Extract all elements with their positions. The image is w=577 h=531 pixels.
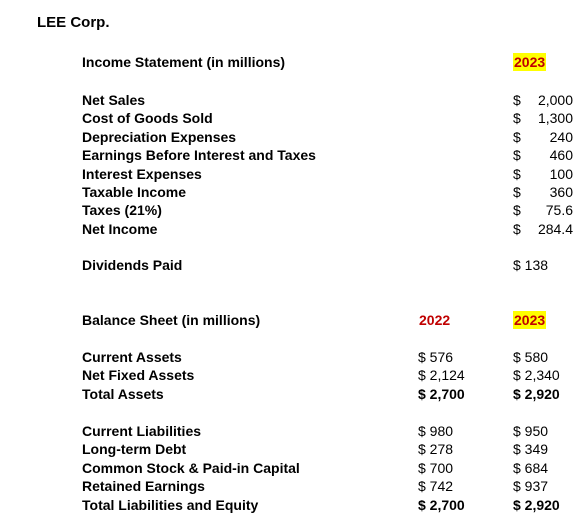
liabilities-row-label: Total Liabilities and Equity xyxy=(82,496,259,513)
income-row-amount: 1,300 xyxy=(537,110,573,127)
company-name: LEE Corp. xyxy=(37,14,110,31)
income-row-label: Interest Expenses xyxy=(82,165,202,182)
liabilities-row-label: Common Stock & Paid-in Capital xyxy=(82,459,300,476)
liabilities-2022-value: $ 278 xyxy=(418,441,454,458)
liabilities-row-label: Retained Earnings xyxy=(82,478,205,495)
income-row-amount: 460 xyxy=(549,147,573,164)
liabilities-2022-value: $ 980 xyxy=(418,423,454,439)
income-row-label: Taxable Income xyxy=(82,183,187,200)
income-row-label: Depreciation Expenses xyxy=(82,128,237,145)
dividends-value: $ 138 xyxy=(513,257,549,273)
dividends-label: Dividends Paid xyxy=(82,257,183,273)
assets-2023-value: $ 2,340 xyxy=(513,367,560,384)
year-2023-highlight: 2023 xyxy=(513,311,547,329)
income-row-label: Cost of Goods Sold xyxy=(82,110,213,127)
income-row-value: $240 xyxy=(513,128,573,146)
income-row-value: $360 xyxy=(513,183,573,201)
income-row-amount: 2,000 xyxy=(537,92,573,108)
income-row-label: Net Sales xyxy=(82,92,146,108)
assets-2023-value: $ 580 xyxy=(513,349,549,365)
liabilities-2023-value: $ 349 xyxy=(513,441,549,458)
income-row-value: $75.6 xyxy=(513,201,573,219)
income-row-value: $460 xyxy=(513,146,573,164)
liabilities-2023-value: $ 2,920 xyxy=(513,496,560,513)
liabilities-row-label: Current Liabilities xyxy=(82,423,202,439)
assets-2022-value: $ 2,124 xyxy=(418,367,465,384)
liabilities-2023-value: $ 950 xyxy=(513,423,549,439)
assets-2022-values: $ 576 $ 2,124 $ 2,700 xyxy=(418,348,465,403)
assets-labels: Current Assets Net Fixed Assets Total Asse… xyxy=(82,348,194,403)
income-row-value: $2,000 xyxy=(513,91,573,109)
liabilities-2022-value: $ 742 xyxy=(418,478,454,495)
assets-row-label: Current Assets xyxy=(82,349,182,365)
assets-2023-value: $ 2,920 xyxy=(513,385,560,402)
liabilities-2023-values: $ 950 $ 349 $ 684 $ 937 $ 2,920 xyxy=(513,422,560,514)
dollar-sign: $ xyxy=(513,92,521,108)
income-row-amount: 240 xyxy=(549,128,573,145)
liabilities-labels: Current Liabilities Long-term Debt Common … xyxy=(82,422,300,514)
dollar-sign: $ xyxy=(513,220,521,237)
income-row-label: Earnings Before Interest and Taxes xyxy=(82,147,316,164)
assets-2023-values: $ 580 $ 2,340 $ 2,920 xyxy=(513,348,560,403)
income-row-amount: 284.4 xyxy=(537,220,573,237)
income-statement-title: Income Statement (in millions) xyxy=(82,54,286,70)
liabilities-2023-value: $ 684 xyxy=(513,459,549,476)
dollar-sign: $ xyxy=(513,147,521,164)
liabilities-row-label: Long-term Debt xyxy=(82,441,187,458)
income-labels: Net Sales Cost of Goods Sold Depreciation … xyxy=(82,91,316,238)
assets-row-label: Net Fixed Assets xyxy=(82,367,195,384)
dollar-sign: $ xyxy=(513,202,521,219)
income-row-amount: 75.6 xyxy=(545,202,573,219)
balance-sheet-title: Balance Sheet (in millions) xyxy=(82,312,261,328)
liabilities-2022-values: $ 980 $ 278 $ 700 $ 742 $ 2,700 xyxy=(418,422,465,514)
income-row-label: Net Income xyxy=(82,220,158,237)
liabilities-2022-value: $ 2,700 xyxy=(418,496,465,513)
year-2023-highlight: 2023 xyxy=(513,53,547,71)
income-row-value: $100 xyxy=(513,165,573,183)
income-row-value: $284.4 xyxy=(513,220,573,238)
assets-2022-value: $ 576 xyxy=(418,349,454,365)
assets-2022-value: $ 2,700 xyxy=(418,385,465,402)
income-statement-year: 2023 xyxy=(513,53,547,72)
assets-row-label: Total Assets xyxy=(82,385,164,402)
balance-sheet-year-2023: 2023 xyxy=(513,311,547,330)
dollar-sign: $ xyxy=(513,110,521,127)
liabilities-2022-value: $ 700 xyxy=(418,459,454,476)
dollar-sign: $ xyxy=(513,128,521,145)
income-row-label: Taxes (21%) xyxy=(82,202,162,219)
liabilities-2023-value: $ 937 xyxy=(513,478,549,495)
dollar-sign: $ xyxy=(513,165,521,182)
income-row-value: $1,300 xyxy=(513,109,573,127)
income-row-amount: 100 xyxy=(549,165,573,182)
dollar-sign: $ xyxy=(513,183,521,200)
balance-sheet-year-2022: 2022 xyxy=(419,312,451,328)
income-values: $2,000 $1,300 $240 $460 $100 $360 $75.6 $284.4 xyxy=(513,91,573,238)
income-row-amount: 360 xyxy=(549,183,573,200)
